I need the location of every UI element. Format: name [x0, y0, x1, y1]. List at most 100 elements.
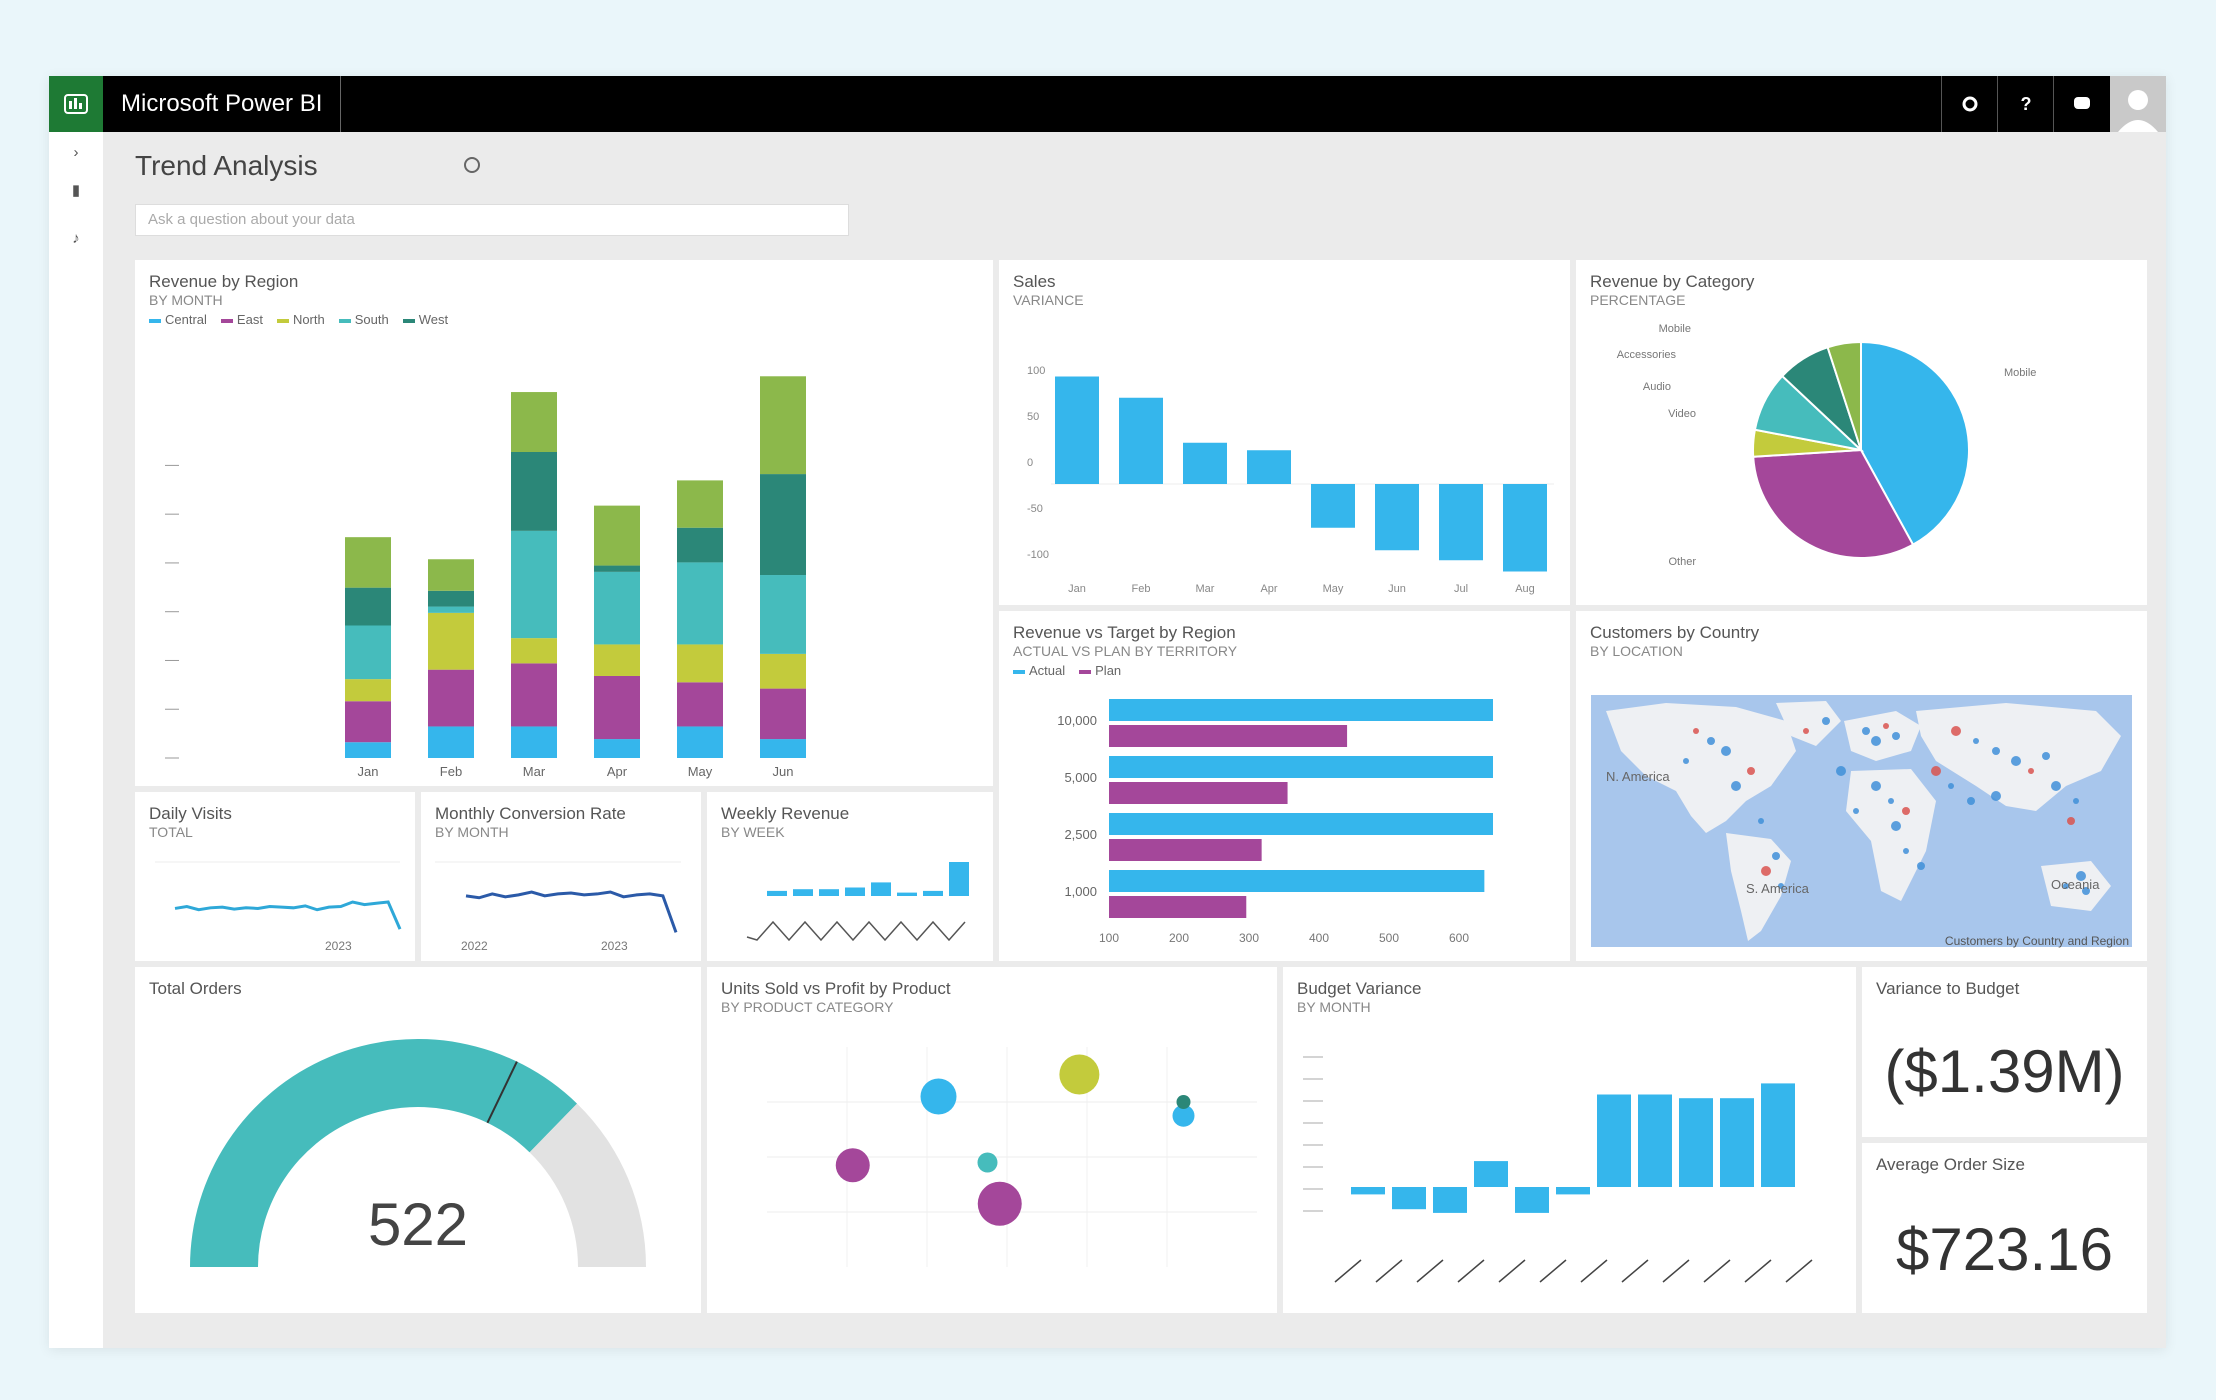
- map-point[interactable]: [1862, 727, 1870, 735]
- map-point[interactable]: [1883, 723, 1889, 729]
- variance-bar: [1515, 1187, 1549, 1213]
- x-tick-label: 200: [1169, 931, 1189, 945]
- tile-title: Revenue vs Target by Region: [1013, 623, 1236, 642]
- map-point[interactable]: [1967, 797, 1975, 805]
- tile-pie-chart[interactable]: Revenue by Category PERCENTAGE Mobile Acc…: [1576, 260, 2147, 605]
- app-launcher-icon[interactable]: [49, 76, 103, 132]
- map-point[interactable]: [1747, 767, 1755, 775]
- bar-segment: [428, 606, 474, 613]
- tile-stacked-column[interactable]: Revenue by Region BY MONTH Central East …: [135, 260, 993, 786]
- legend-item: North: [276, 312, 325, 327]
- bar-actual: [1109, 870, 1485, 892]
- map-point[interactable]: [1693, 728, 1699, 734]
- map-land-africa: [1846, 769, 1936, 901]
- help-icon[interactable]: ?: [1997, 76, 2054, 132]
- map-point[interactable]: [1721, 746, 1731, 756]
- map-point[interactable]: [2042, 752, 2050, 760]
- map-point[interactable]: [1822, 717, 1830, 725]
- tile-variance-chart[interactable]: Sales VARIANCE 100 50 0 -50 -100 Jan Feb Mar Apr…: [999, 260, 1570, 605]
- bar-plan: [1109, 896, 1247, 918]
- map-point[interactable]: [1871, 736, 1881, 746]
- bar-segment: [428, 669, 474, 727]
- scatter-point: [920, 1078, 957, 1115]
- map-point[interactable]: [1888, 798, 1894, 804]
- bar-segment: [511, 638, 557, 664]
- x-tick-label: 100: [1099, 931, 1119, 945]
- variance-bar: [1119, 397, 1163, 484]
- bar-segment: [345, 537, 391, 588]
- expand-nav-icon[interactable]: ›: [73, 144, 79, 161]
- map-point[interactable]: [1772, 852, 1780, 860]
- map-point[interactable]: [1992, 747, 2000, 755]
- map-point[interactable]: [2082, 887, 2090, 895]
- bar-plan: [1109, 839, 1262, 861]
- map-point[interactable]: [1951, 726, 1961, 736]
- tile-subtitle: BY MONTH: [435, 824, 509, 840]
- map-point[interactable]: [1871, 781, 1881, 791]
- tile-scatter[interactable]: Units Sold vs Profit by Product BY PRODU…: [707, 967, 1277, 1313]
- map-point[interactable]: [1853, 808, 1859, 814]
- map-point[interactable]: [2067, 817, 2075, 825]
- map-point[interactable]: [1707, 737, 1715, 745]
- x-tick-label: May: [688, 764, 713, 779]
- x-tick-label: Jan: [358, 764, 379, 779]
- tile-kpi-variance[interactable]: Variance to Budget ($1.39M): [1862, 967, 2147, 1137]
- tile-sparkline-3[interactable]: Weekly Revenue BY WEEK: [707, 792, 993, 961]
- tile-gauge[interactable]: Total Orders 522: [135, 967, 701, 1313]
- pie-label: Mobile: [2004, 367, 2036, 379]
- variance-bar: [1247, 450, 1291, 484]
- tile-map[interactable]: Customers by Country BY LOCATION N. Amer…: [1576, 611, 2147, 961]
- avatar[interactable]: [2110, 76, 2166, 132]
- map-land-north-america: [1606, 703, 1796, 833]
- scatter-point: [1172, 1104, 1195, 1127]
- gauge-remaining: [529, 1103, 646, 1267]
- tile-budget-variance[interactable]: Budget Variance BY MONTH: [1283, 967, 1856, 1313]
- settings-icon[interactable]: [1941, 76, 1998, 132]
- gauge-target-marker: [486, 1061, 518, 1124]
- bar-segment: [594, 739, 640, 758]
- map-point[interactable]: [1902, 807, 1910, 815]
- map-point[interactable]: [2063, 883, 2069, 889]
- map-point[interactable]: [2011, 756, 2021, 766]
- variance-bar: [1183, 442, 1227, 484]
- map-point[interactable]: [1903, 848, 1909, 854]
- map-point[interactable]: [1836, 766, 1846, 776]
- map-point[interactable]: [1758, 818, 1764, 824]
- world-map[interactable]: N. America S. America Oceania: [1576, 611, 2147, 961]
- pie-slice: [1752, 448, 1915, 559]
- map-point[interactable]: [1892, 732, 1900, 740]
- refresh-icon[interactable]: [459, 152, 485, 178]
- map-point[interactable]: [1778, 883, 1784, 889]
- map-point[interactable]: [1991, 791, 2001, 801]
- bar-segment: [677, 644, 723, 683]
- map-point[interactable]: [1731, 781, 1741, 791]
- gauge-fill: [190, 1039, 578, 1267]
- map-point[interactable]: [1761, 866, 1771, 876]
- map-point[interactable]: [2076, 871, 2086, 881]
- notes-icon[interactable]: ♪: [72, 230, 80, 247]
- bar-segment: [594, 675, 640, 740]
- map-point[interactable]: [1917, 862, 1925, 870]
- map-point[interactable]: [1891, 821, 1901, 831]
- map-point[interactable]: [1931, 766, 1941, 776]
- map-point[interactable]: [1803, 728, 1809, 734]
- map-point[interactable]: [1973, 738, 1979, 744]
- map-point[interactable]: [2028, 768, 2034, 774]
- tile-horizontal-bar[interactable]: Revenue vs Target by Region ACTUAL VS PL…: [999, 611, 1570, 961]
- pin-icon[interactable]: ▮: [71, 182, 81, 199]
- tile-sparkline-1[interactable]: Daily Visits TOTAL 2023: [135, 792, 415, 961]
- tile-title: Sales: [1013, 272, 1056, 291]
- map-point[interactable]: [1683, 758, 1689, 764]
- feedback-icon[interactable]: [2053, 76, 2110, 132]
- legend-item: South: [338, 312, 389, 327]
- map-point[interactable]: [2051, 781, 2061, 791]
- tile-sparkline-2[interactable]: Monthly Conversion Rate BY MONTH 2022 202…: [421, 792, 701, 961]
- map-point[interactable]: [2073, 798, 2079, 804]
- qna-search-input[interactable]: Ask a question about your data: [135, 204, 849, 236]
- tile-kpi-order-size[interactable]: Average Order Size $723.16: [1862, 1143, 2147, 1313]
- bar-segment: [345, 625, 391, 680]
- tile-title: Revenue by Category: [1590, 272, 1755, 291]
- column-bar: [845, 887, 865, 896]
- map-point[interactable]: [1948, 783, 1954, 789]
- pie-label: Audio: [1643, 381, 1671, 393]
